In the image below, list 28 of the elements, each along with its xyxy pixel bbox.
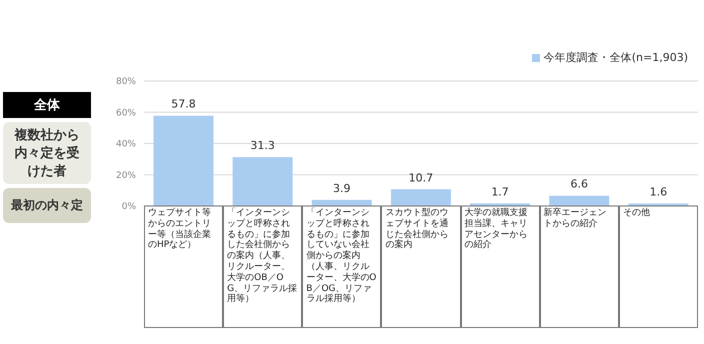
x-tick-label: 大学の就職支援担当課、キャリアセンターからの紹介: [460, 206, 540, 328]
bar: [153, 116, 214, 206]
data-label: 3.9: [333, 182, 351, 195]
y-tick-label: 20%: [116, 170, 136, 181]
data-label: 57.8: [171, 98, 196, 111]
y-tick-label: 40%: [116, 140, 136, 150]
text: 最初の内々定: [3, 188, 91, 223]
data-label: 10.7: [408, 171, 434, 184]
x-tick-label: その他: [618, 206, 698, 328]
y-tick-label: 0%: [122, 202, 136, 212]
category-label: 「インターンシップと呼称されるもの」に参加した会社側からの案内（人事、リクルーター、大学のOB／OG、リファラル採用等）: [227, 208, 298, 304]
bar: [390, 189, 451, 206]
data-label: 31.3: [250, 139, 275, 152]
legend-label: 今年度調査・全体(n=1,903): [544, 51, 688, 64]
category-label: 「インターンシップと呼称されるもの」に参加していない会社側からの案内（人事、リクルーター、大学のOB／OG、リファラル採用等）: [306, 208, 376, 304]
data-label: 1.6: [650, 186, 668, 198]
bar: [549, 196, 610, 206]
text: 複数社から内々定を受けた者: [3, 122, 91, 184]
x-tick-label: スカウト型のウェブサイトを通じた会社側からの案内: [381, 206, 461, 328]
x-tick-label: ウェブサイト等からのエントリー等（当該企業のHPなど）: [144, 206, 224, 328]
x-tick-label: 新卒エージェントからの紹介: [540, 206, 619, 328]
bar: [312, 200, 372, 206]
data-label: 1.7: [491, 185, 509, 198]
y-tick-label: 60%: [116, 108, 136, 118]
data-label: 6.6: [570, 178, 588, 191]
text: 全体: [3, 92, 91, 118]
y-tick-label: 80%: [116, 77, 136, 88]
bar: [232, 157, 293, 206]
